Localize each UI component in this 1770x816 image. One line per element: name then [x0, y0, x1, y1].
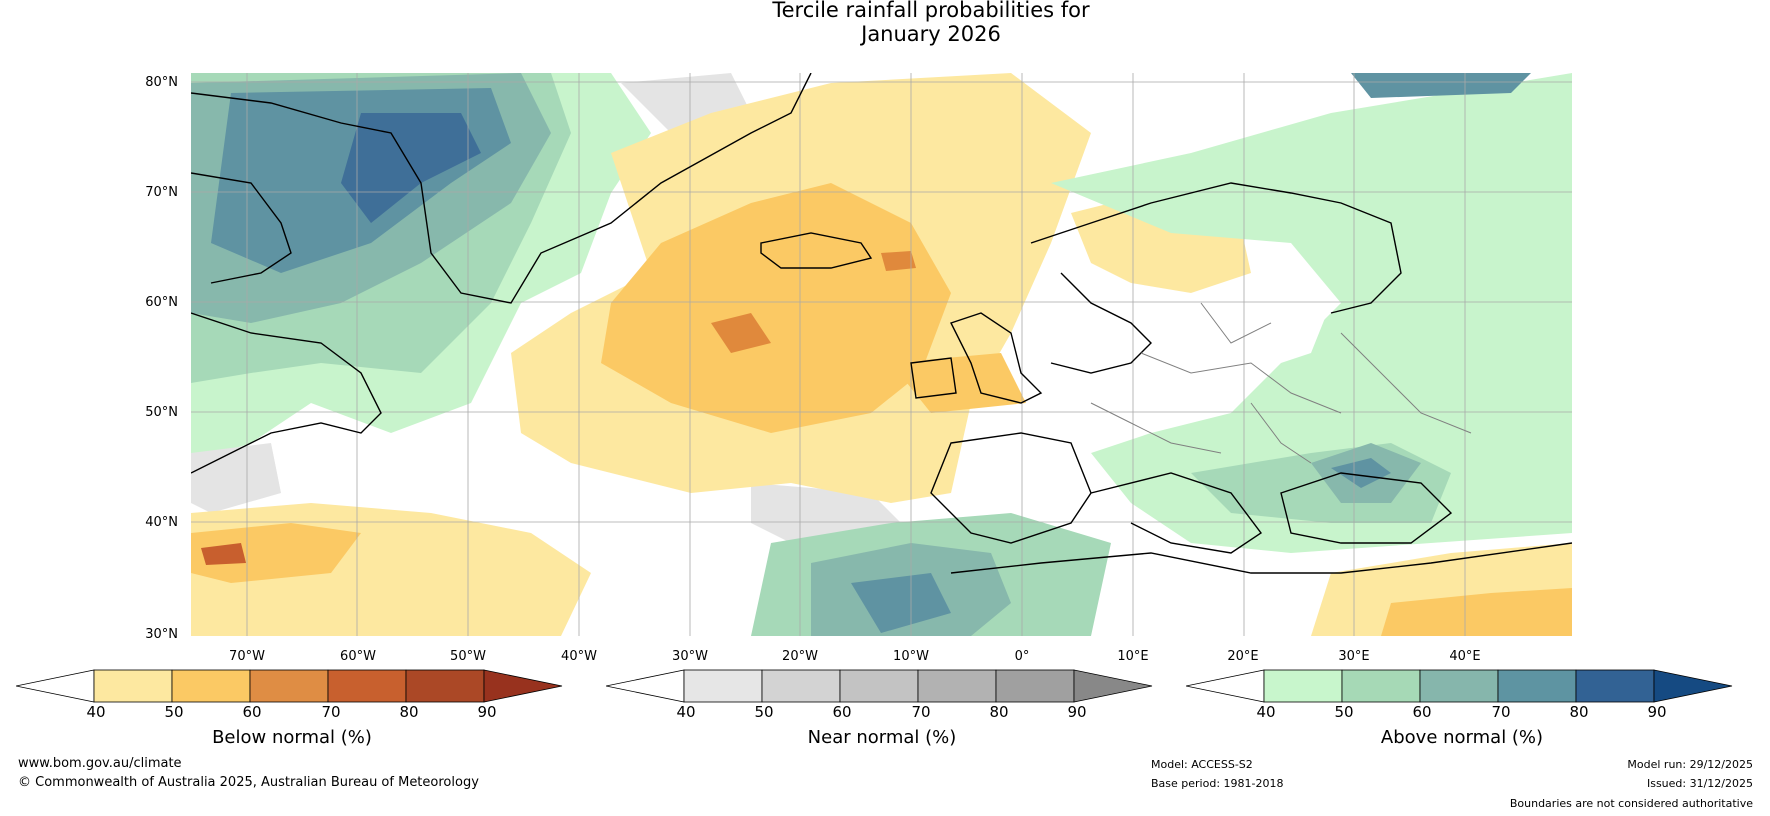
above-colorbar-segment-70	[1497, 669, 1577, 703]
borders	[1090, 302, 1472, 464]
below-colorbar-over	[483, 669, 563, 703]
below-tick-60: 60	[242, 703, 262, 721]
below-colorbar-segment-60	[249, 669, 329, 703]
below-colorbar-under	[16, 669, 95, 703]
above-normal-region-greenland-peak	[341, 113, 481, 223]
above-tick-60: 60	[1412, 703, 1432, 721]
graticule	[191, 73, 1572, 636]
below-normal-region-iceland-core	[881, 251, 916, 271]
below-tick-80: 80	[399, 703, 419, 721]
lon-label-20e: 20°E	[1227, 649, 1259, 664]
lon-label-70w: 70°W	[229, 649, 265, 664]
near-tick-60: 60	[832, 703, 852, 721]
lat-label-40n: 40°N	[145, 515, 178, 530]
above-normal-colorbar	[1186, 669, 1733, 703]
lon-label-50w: 50°W	[450, 649, 486, 664]
map-title-line1: Tercile rainfall probabilities for	[772, 0, 1090, 22]
lon-label-40e: 40°E	[1449, 649, 1481, 664]
below-colorbar-segment-50	[171, 669, 251, 703]
lon-label-20w: 20°W	[782, 649, 818, 664]
map-title: Tercile rainfall probabilities for Janua…	[0, 0, 1770, 46]
above-normal-legend-title: Above normal (%)	[1380, 727, 1544, 748]
above-colorbar-over	[1653, 669, 1733, 703]
above-normal-region-arctic-core	[1351, 73, 1531, 98]
below-normal-colorbar	[16, 669, 563, 703]
below-colorbar-segment-40	[93, 669, 173, 703]
lon-label-30e: 30°E	[1338, 649, 1370, 664]
copyright-text: © Commonwealth of Australia 2025, Austra…	[18, 775, 479, 790]
base-period: Base period: 1981-2018	[1151, 777, 1284, 790]
above-normal-region-subtropical-core	[851, 573, 951, 633]
near-colorbar-segment-70	[917, 669, 997, 703]
above-tick-50: 50	[1334, 703, 1354, 721]
below-normal-region-middleeast-mid	[1381, 588, 1572, 636]
near-colorbar-segment-80	[995, 669, 1075, 703]
near-normal-colorbar	[606, 669, 1153, 703]
below-tick-50: 50	[164, 703, 184, 721]
below-tick-40: 40	[86, 703, 106, 721]
lat-label-70n: 70°N	[145, 185, 178, 200]
near-tick-50: 50	[754, 703, 774, 721]
near-tick-80: 80	[989, 703, 1009, 721]
below-colorbar-segment-70	[327, 669, 407, 703]
below-colorbar-segment-80	[405, 669, 485, 703]
below-tick-70: 70	[321, 703, 341, 721]
lon-label-60w: 60°W	[340, 649, 376, 664]
below-normal-legend-title: Below normal (%)	[212, 727, 372, 748]
lon-label-0: 0°	[1014, 649, 1030, 664]
near-colorbar-segment-40	[683, 669, 763, 703]
above-colorbar-segment-60	[1419, 669, 1499, 703]
lat-label-30n: 30°N	[145, 627, 178, 642]
near-tick-40: 40	[676, 703, 696, 721]
near-colorbar-over	[1073, 669, 1153, 703]
above-tick-90: 90	[1647, 703, 1667, 721]
above-colorbar-under	[1186, 669, 1265, 703]
below-normal-region-southwest-mid	[191, 523, 361, 583]
issued-date: Issued: 31/12/2025	[1646, 777, 1753, 790]
lat-label-80n: 80°N	[145, 75, 178, 90]
lat-label-60n: 60°N	[145, 295, 178, 310]
model-run-date: Model run: 29/12/2025	[1627, 758, 1753, 771]
boundaries-disclaimer: Boundaries are not considered authoritat…	[1509, 797, 1753, 810]
near-normal-legend-title: Near normal (%)	[807, 727, 957, 748]
lon-label-10e: 10°E	[1117, 649, 1149, 664]
above-colorbar-segment-50	[1341, 669, 1421, 703]
near-normal-patch-3	[191, 443, 281, 513]
near-tick-90: 90	[1067, 703, 1087, 721]
near-tick-70: 70	[911, 703, 931, 721]
above-tick-80: 80	[1569, 703, 1589, 721]
lat-label-50n: 50°N	[145, 405, 178, 420]
below-tick-90: 90	[477, 703, 497, 721]
near-colorbar-under	[606, 669, 685, 703]
map-title-line2: January 2026	[861, 22, 1001, 46]
above-normal-region-blacksea-core	[1331, 458, 1391, 488]
below-normal-region-atlantic-core	[711, 313, 771, 353]
above-colorbar-segment-80	[1575, 669, 1655, 703]
coastlines	[191, 73, 1572, 574]
above-normal-region-europe	[1051, 73, 1572, 553]
above-tick-40: 40	[1256, 703, 1276, 721]
lon-label-40w: 40°W	[561, 649, 597, 664]
lon-label-10w: 10°W	[893, 649, 929, 664]
near-colorbar-segment-50	[761, 669, 841, 703]
below-normal-region-southwest-core	[201, 543, 246, 565]
lon-label-30w: 30°W	[672, 649, 708, 664]
probability-map	[191, 73, 1572, 636]
above-tick-70: 70	[1491, 703, 1511, 721]
map-canvas	[191, 73, 1572, 636]
model-name: Model: ACCESS-S2	[1151, 758, 1253, 771]
above-colorbar-segment-40	[1263, 669, 1343, 703]
near-colorbar-segment-60	[839, 669, 919, 703]
website-link[interactable]: www.bom.gov.au/climate	[18, 756, 182, 771]
below-normal-region-britain	[891, 353, 1026, 413]
